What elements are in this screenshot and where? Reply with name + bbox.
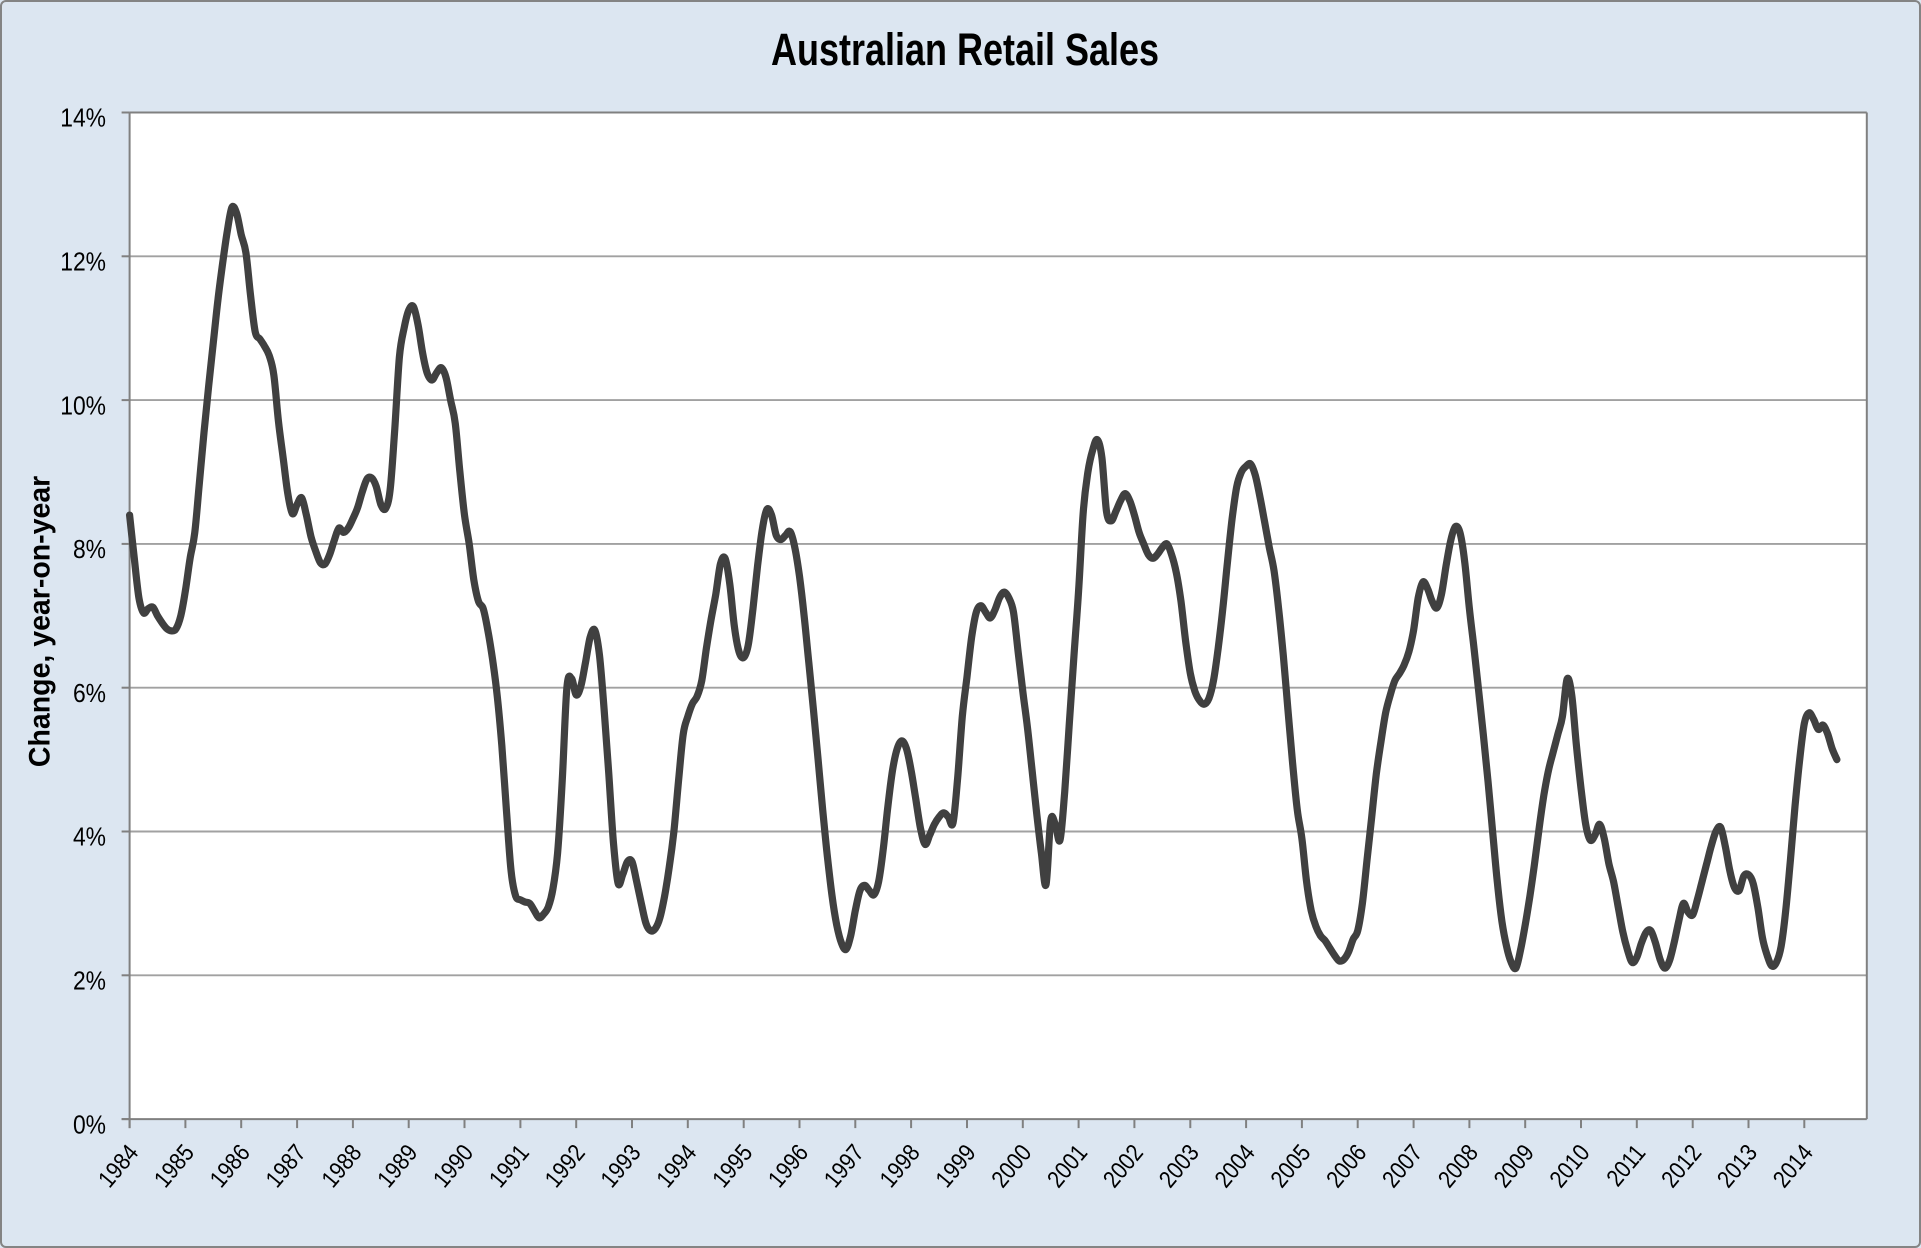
svg-text:Change, year-on-year: Change, year-on-year bbox=[24, 476, 57, 767]
svg-text:0%: 0% bbox=[73, 1111, 106, 1140]
svg-text:8%: 8% bbox=[73, 536, 106, 565]
svg-text:4%: 4% bbox=[73, 823, 106, 852]
svg-text:14%: 14% bbox=[60, 104, 106, 133]
svg-text:Australian Retail Sales: Australian Retail Sales bbox=[771, 24, 1159, 75]
svg-text:10%: 10% bbox=[60, 392, 106, 421]
svg-text:6%: 6% bbox=[73, 680, 106, 709]
svg-text:12%: 12% bbox=[60, 248, 106, 277]
svg-text:2%: 2% bbox=[73, 967, 106, 996]
